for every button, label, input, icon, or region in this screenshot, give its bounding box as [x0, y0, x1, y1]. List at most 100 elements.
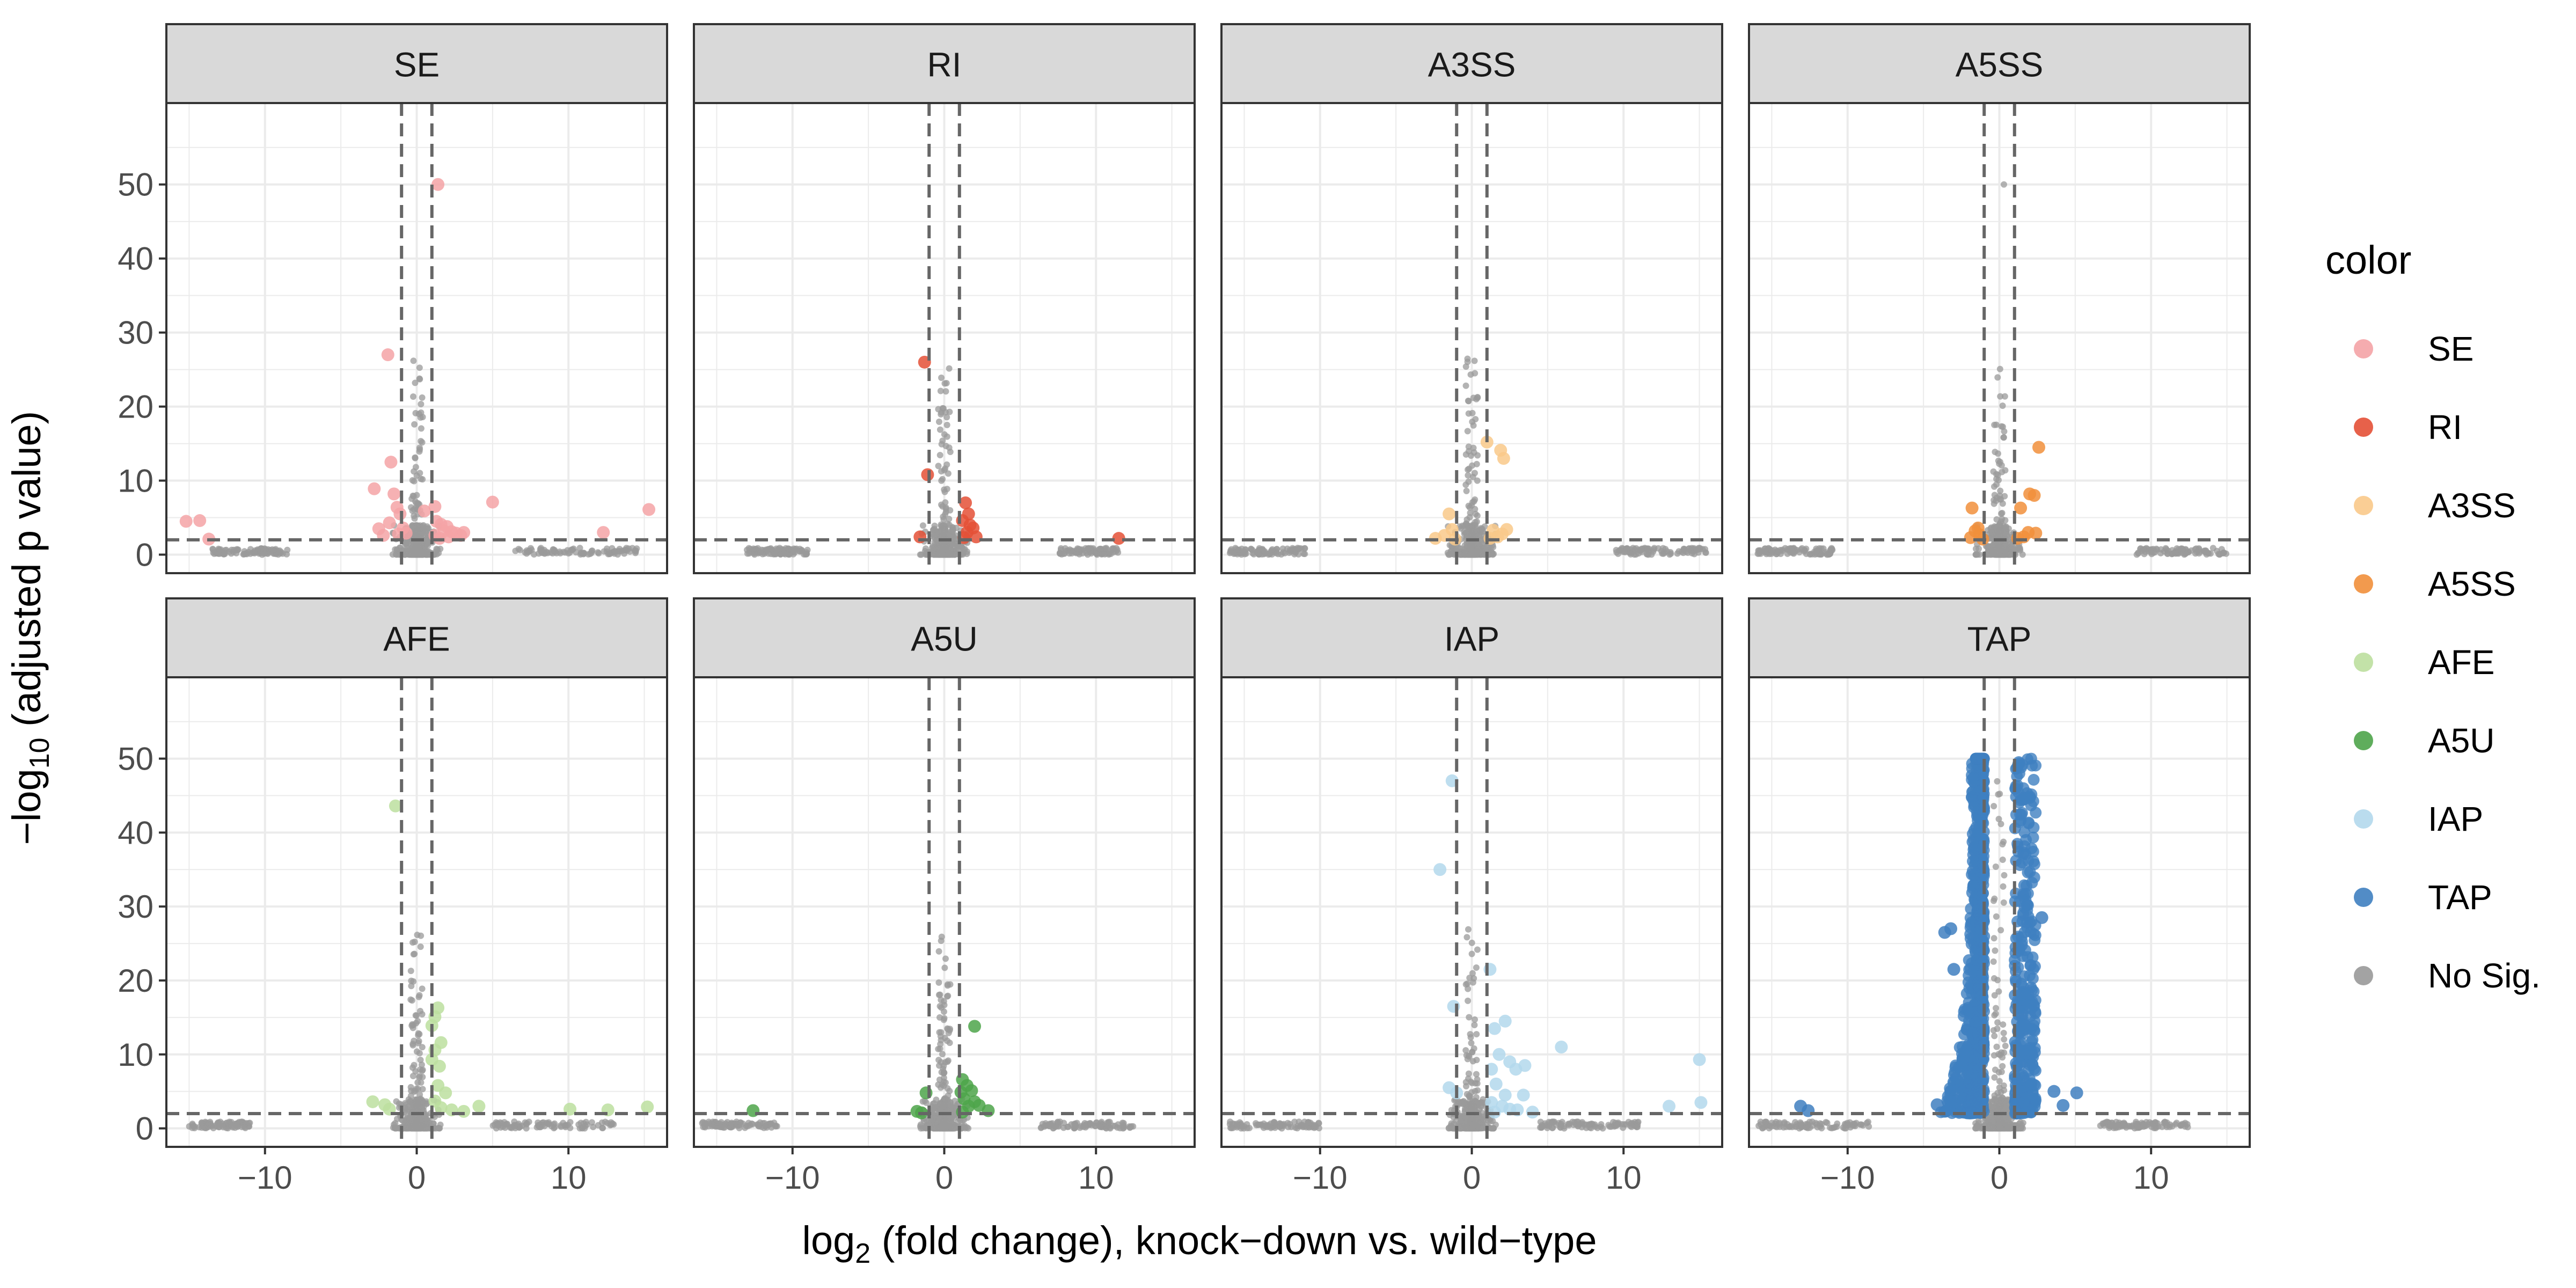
facet-strip-label: A5SS [1956, 46, 2044, 84]
nosig-point [254, 547, 261, 554]
nosig-point [919, 1125, 926, 1132]
nosig-point [1667, 550, 1674, 557]
facet-panel-ri: RI [693, 23, 1196, 574]
nosig-point [413, 504, 420, 511]
nosig-point [1996, 544, 2003, 551]
data-point [1500, 523, 1513, 536]
nosig-points [209, 357, 640, 558]
nosig-point [416, 1074, 423, 1081]
nosig-point [961, 546, 968, 553]
nosig-point [717, 1120, 724, 1127]
facet-strip [165, 23, 668, 104]
nosig-point [1999, 532, 2006, 539]
nosig-point [1126, 1123, 1133, 1130]
nosig-point [1227, 548, 1234, 555]
nosig-point [1287, 548, 1294, 555]
nosig-point [2000, 434, 2007, 441]
nosig-point [1468, 939, 1475, 946]
nosig-point [732, 1121, 739, 1128]
facet-strip-label: SE [394, 46, 440, 84]
nosig-point [1651, 545, 1658, 552]
nosig-point [941, 526, 948, 533]
data-point [1112, 532, 1125, 545]
nosig-point [413, 1048, 420, 1055]
nosig-point [1990, 500, 1997, 507]
nosig-point [1468, 1040, 1475, 1046]
nosig-point [407, 968, 414, 975]
nosig-point [1093, 1119, 1100, 1126]
nosig-point [941, 488, 948, 495]
nosig-point [1467, 1078, 1474, 1085]
nosig-point [943, 379, 950, 386]
nosig-point [1098, 1123, 1105, 1130]
nosig-point [1462, 363, 1469, 370]
nosig-point [1465, 997, 1472, 1004]
data-point [486, 495, 499, 509]
nosig-point [1480, 528, 1487, 535]
data-point [457, 526, 471, 539]
nosig-point [1473, 548, 1480, 555]
nosig-point [936, 1045, 943, 1052]
nosig-point [1466, 465, 1473, 472]
nosig-point [413, 1119, 420, 1126]
nosig-point [938, 938, 945, 945]
facet-strip-label: A3SS [1428, 46, 1516, 84]
nosig-point [940, 1008, 947, 1015]
nosig-point [940, 1102, 947, 1109]
nosig-point [410, 357, 417, 364]
nosig-point [1065, 1123, 1072, 1130]
nosig-point [1462, 521, 1469, 528]
nosig-point [419, 394, 426, 401]
nosig-point [1463, 487, 1470, 494]
data-point [2028, 489, 2041, 502]
nosig-point [1288, 1124, 1295, 1131]
nosig-point [1469, 1121, 1476, 1128]
nosig-point [2193, 548, 2200, 555]
nosig-point [1462, 451, 1469, 458]
nosig-point [1301, 545, 1308, 552]
nosig-point [540, 546, 547, 553]
nosig-point [942, 499, 949, 506]
nosig-point [240, 551, 247, 558]
nosig-point [938, 374, 945, 381]
facet-panel-a3ss: A3SS [1220, 23, 1723, 574]
data-point [969, 530, 983, 544]
nosig-point [518, 1122, 525, 1129]
nosig-point [760, 1124, 767, 1131]
nosig-point [541, 1123, 548, 1130]
data-point [366, 1095, 379, 1108]
nosig-point [1254, 549, 1261, 556]
nosig-point [276, 547, 283, 554]
facet-strip-label: A5U [911, 620, 978, 658]
nosig-point [1465, 472, 1472, 479]
nosig-point [1994, 472, 2001, 479]
nosig-point [935, 463, 942, 470]
nosig-point [217, 1118, 224, 1125]
nosig-point [1114, 1124, 1121, 1131]
nosig-point [412, 379, 419, 386]
nosig-point [393, 1098, 400, 1105]
nosig-point [1099, 551, 1106, 558]
nosig-point [2154, 546, 2161, 553]
nosig-point [603, 545, 610, 552]
threshold-lines [694, 103, 1195, 573]
nosig-point [1472, 1016, 1479, 1023]
nosig-point [700, 1123, 707, 1130]
nosig-point [413, 1085, 420, 1092]
nosig-point [1085, 545, 1092, 552]
nosig-point [1233, 546, 1240, 553]
nosig-point [418, 401, 425, 408]
nosig-point [413, 522, 420, 529]
nosig-point [1473, 964, 1480, 971]
nosig-point [1474, 1076, 1481, 1083]
nosig-point [413, 551, 420, 558]
nosig-point [413, 472, 420, 479]
nosig-point [1062, 545, 1069, 552]
nosig-point [1266, 550, 1273, 557]
nosig-point [1090, 545, 1097, 552]
nosig-point [938, 1037, 945, 1044]
data-point [439, 1086, 452, 1100]
nosig-point [576, 545, 583, 552]
facet-panel-se: SE [165, 23, 668, 574]
